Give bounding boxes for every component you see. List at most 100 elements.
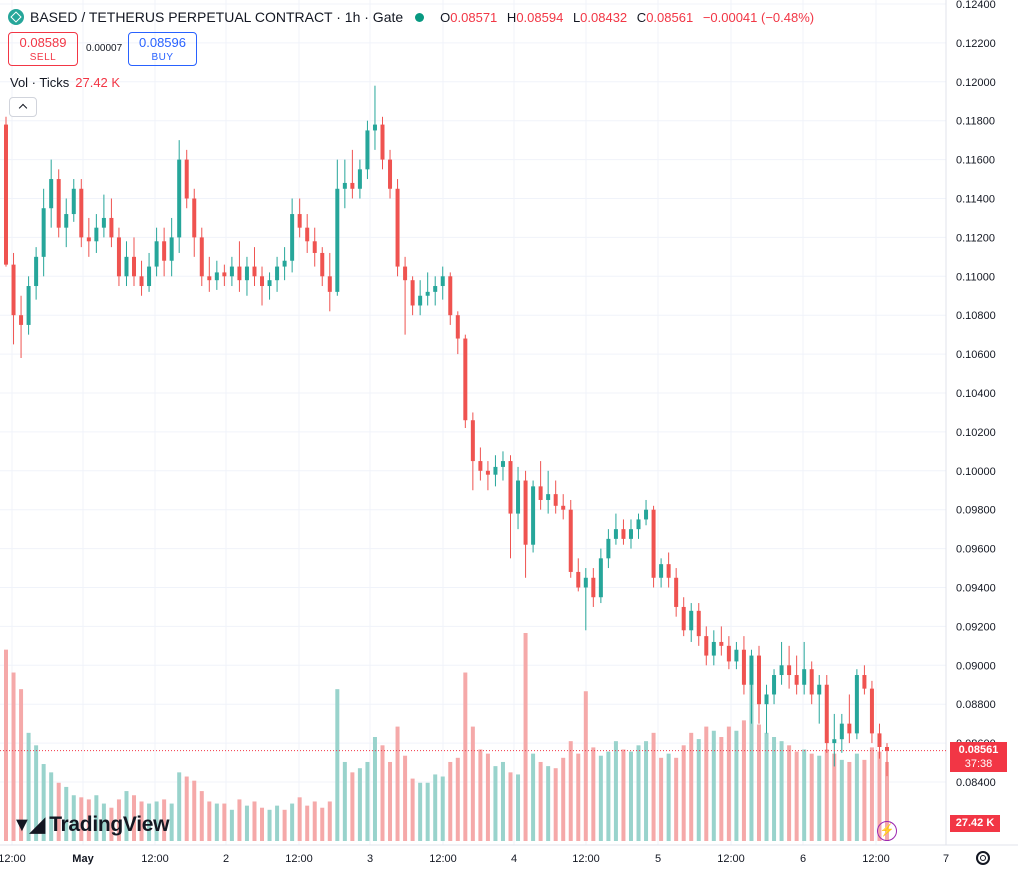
candle-body	[252, 266, 257, 277]
volume-bar	[877, 751, 882, 841]
candle-body	[260, 276, 265, 287]
x-tick-label: 5	[655, 853, 661, 865]
candle-body	[583, 577, 588, 588]
candle-body	[546, 494, 551, 500]
candle-body	[628, 529, 633, 539]
candle-body	[267, 280, 272, 287]
x-tick-label: 7	[943, 853, 949, 865]
candle-body	[395, 188, 400, 267]
volume-bar	[395, 726, 400, 841]
candle-body	[327, 276, 332, 292]
y-tick-label: 0.09600	[956, 544, 996, 556]
volume-legend[interactable]: Vol · Ticks 27.42 K	[10, 75, 120, 90]
x-tick-label: 12:00	[862, 853, 890, 865]
volume-bar	[19, 689, 24, 841]
volume-bar	[583, 691, 588, 841]
x-tick-label: 12:00	[572, 853, 600, 865]
volume-bar	[719, 737, 724, 841]
candle-body	[207, 276, 212, 281]
volume-bar	[282, 809, 287, 841]
candle-body	[470, 420, 475, 462]
candle-body	[229, 266, 234, 277]
candle-body	[418, 295, 423, 306]
candle-body	[847, 723, 852, 734]
candle-body	[741, 649, 746, 685]
candle-body	[169, 237, 174, 261]
volume-bar	[260, 807, 265, 841]
buy-price: 0.08596	[139, 35, 186, 50]
market-open-dot-icon	[415, 12, 425, 22]
volume-bar	[132, 795, 137, 841]
volume-bar	[644, 741, 649, 841]
volume-bar	[11, 672, 16, 841]
candle-body	[877, 733, 882, 747]
candle-body	[305, 227, 310, 242]
candle-body	[659, 564, 664, 578]
candle-body	[493, 466, 498, 475]
candle-body	[282, 260, 287, 267]
gear-icon[interactable]	[976, 851, 990, 865]
symbol-title[interactable]: BASED / TETHERUS PERPETUAL CONTRACT · 1h…	[30, 9, 404, 25]
tradingview-logo[interactable]: ▼◢ TradingView	[12, 812, 170, 837]
candle-body	[455, 315, 460, 339]
candle-body	[162, 241, 167, 261]
candle-body	[372, 124, 377, 131]
volume-bar	[312, 801, 317, 841]
candle-body	[862, 675, 867, 689]
volume-bar	[628, 751, 633, 841]
candle-body	[749, 655, 754, 685]
volume-bar	[674, 757, 679, 841]
volume-bar	[546, 766, 551, 841]
volume-bar	[756, 724, 761, 841]
volume-bar	[470, 726, 475, 841]
volume-bar	[621, 749, 626, 841]
candle-body	[787, 665, 792, 676]
collapse-legend-button[interactable]	[9, 97, 37, 117]
candle-body	[719, 641, 724, 646]
volume-bar	[591, 747, 596, 841]
candle-body	[222, 272, 227, 277]
candle-body	[734, 649, 739, 662]
candle-body	[568, 509, 573, 572]
candle-body	[779, 665, 784, 676]
candle-body	[147, 266, 152, 287]
candle-body	[711, 641, 716, 656]
candle-body	[696, 610, 701, 637]
candle-body	[320, 252, 325, 277]
candle-body	[244, 266, 249, 281]
candle-body	[4, 124, 8, 265]
candle-body	[388, 159, 393, 189]
volume-bar	[869, 747, 874, 841]
candle-body	[674, 577, 679, 607]
sell-button[interactable]: 0.08589 SELL	[8, 32, 78, 66]
candle-body	[440, 276, 445, 287]
lightning-icon[interactable]: ⚡	[877, 821, 897, 841]
volume-bar	[779, 741, 784, 841]
volume-bar	[154, 801, 159, 841]
volume-bar	[576, 753, 581, 841]
candle-body	[824, 684, 829, 744]
x-tick-label: 12:00	[285, 853, 313, 865]
volume-bar	[659, 757, 664, 841]
candle-body	[538, 486, 543, 500]
volume-bar	[162, 799, 167, 841]
candle-body	[704, 636, 709, 656]
volume-bar	[4, 649, 8, 841]
volume-bar	[455, 757, 460, 841]
volume-bar	[207, 801, 212, 841]
volume-bar	[49, 772, 54, 841]
volume-bar	[109, 807, 114, 841]
volume-bar	[34, 745, 39, 841]
volume-bar	[847, 761, 852, 841]
candle-body	[342, 182, 347, 189]
candle-body	[101, 217, 106, 228]
buy-button[interactable]: 0.08596 BUY	[128, 32, 197, 66]
open-value: 0.08571	[450, 9, 498, 25]
volume-bar	[244, 805, 249, 841]
candle-body	[478, 461, 483, 471]
volume-bar	[305, 805, 310, 841]
volume-bar	[493, 766, 498, 841]
candle-body	[199, 237, 204, 277]
last-price-value: 0.08561	[958, 744, 999, 756]
